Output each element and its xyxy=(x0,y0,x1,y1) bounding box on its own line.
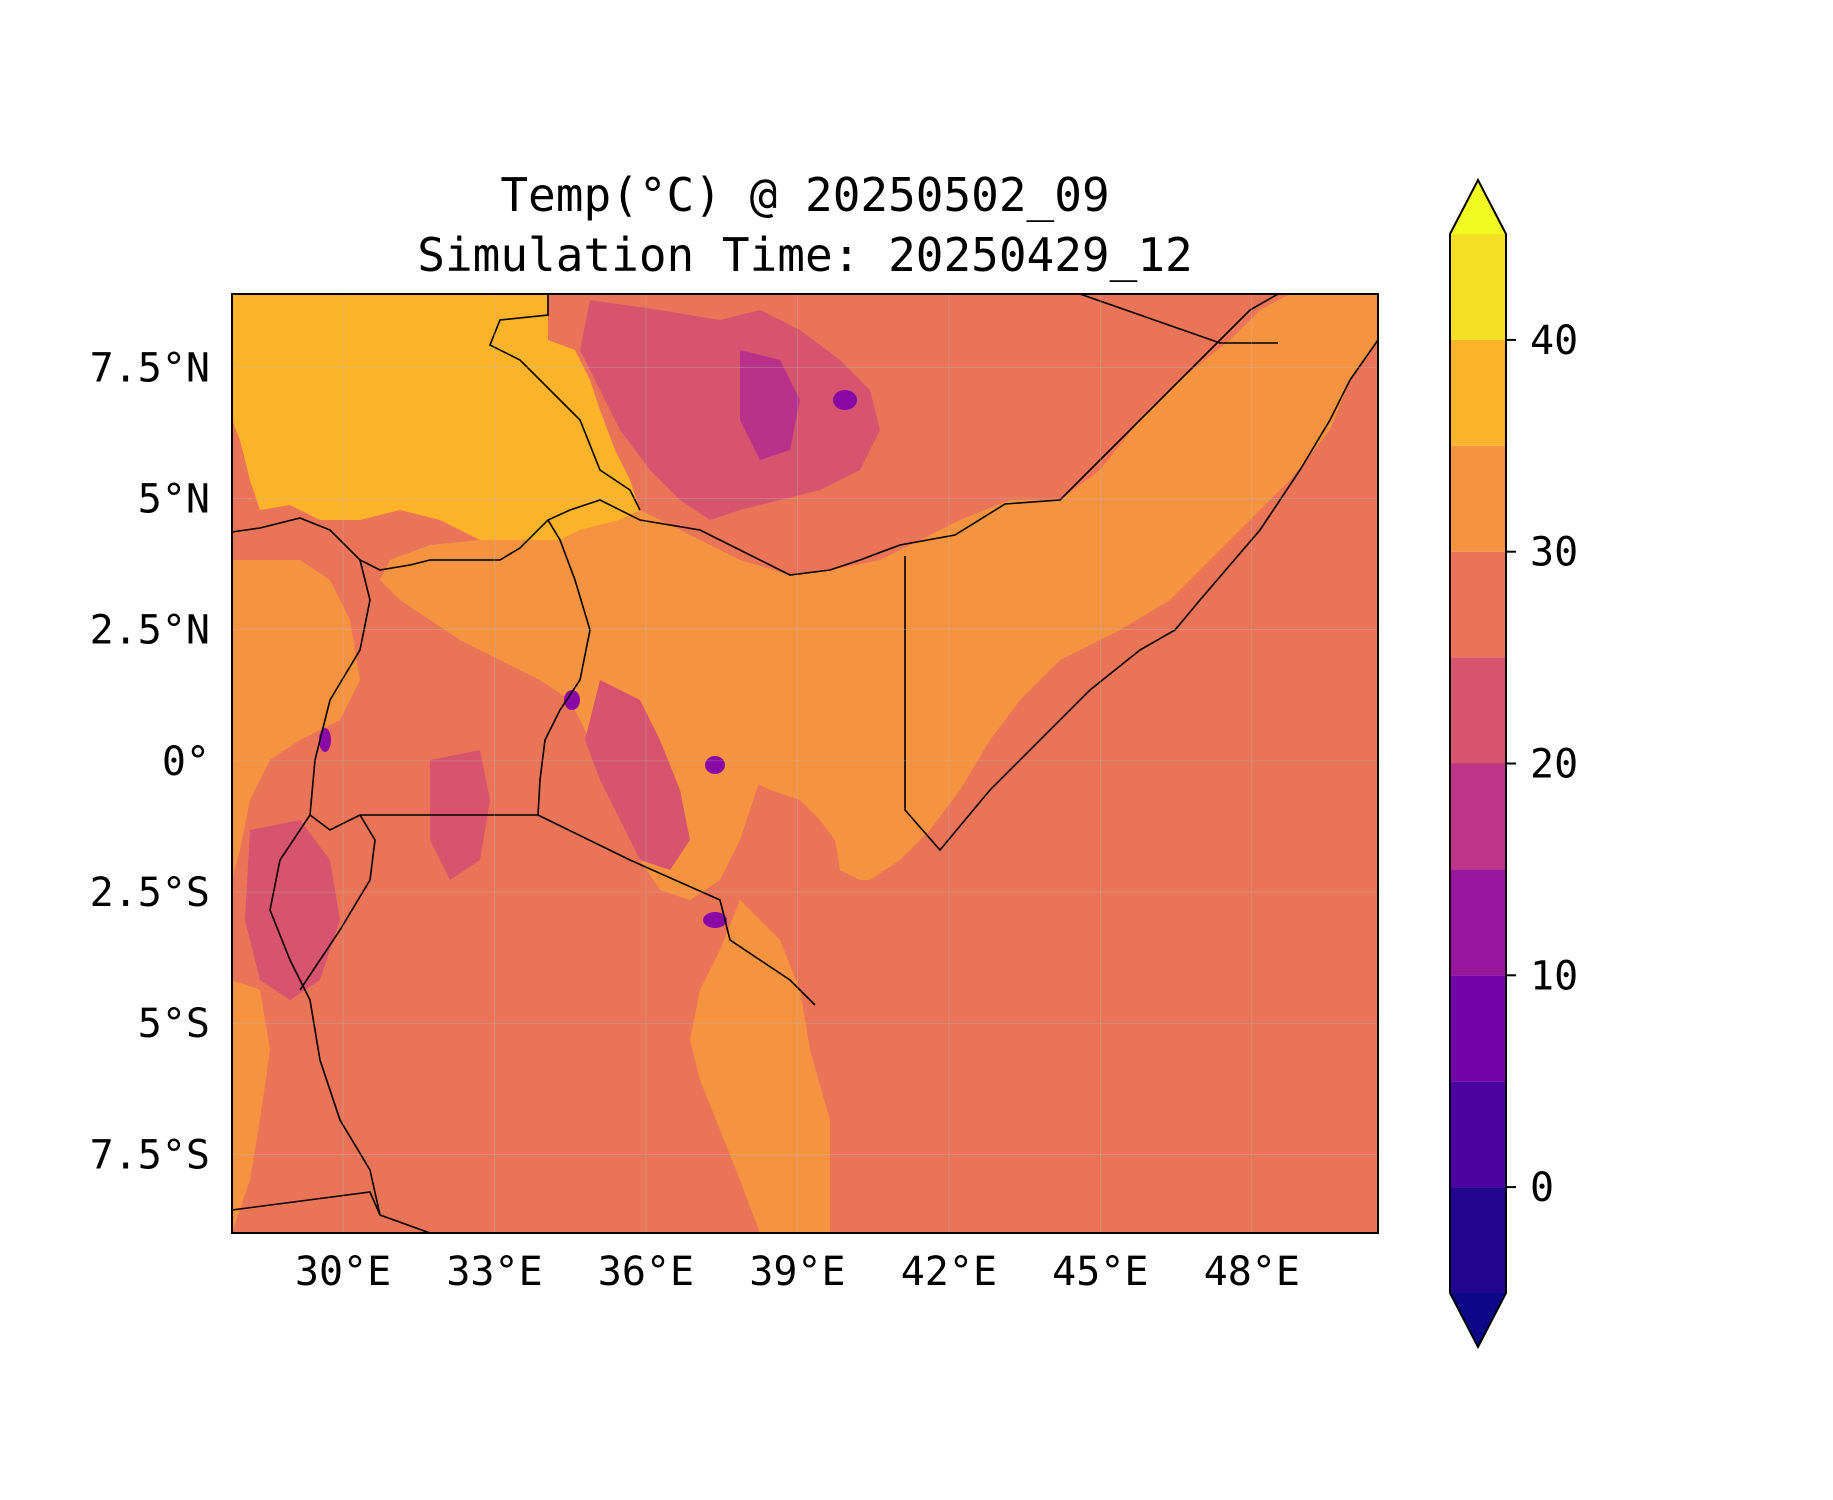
warm-zone-southwest xyxy=(232,980,270,1233)
x-tick-label: 48°E xyxy=(1204,1249,1300,1295)
colorbar-tick-label: 0 xyxy=(1530,1165,1554,1211)
y-tick-label: 7.5°N xyxy=(90,345,210,391)
y-tick-label: 2.5°S xyxy=(90,870,210,916)
y-axis: 7.5°N 5°N 2.5°N 0° 2.5°S 5°S 7.5°S xyxy=(90,345,210,1178)
colorbar-band xyxy=(1450,763,1506,870)
map-frame xyxy=(231,293,1379,1234)
colorbar-band xyxy=(1450,551,1506,658)
warm-zone-congo xyxy=(232,560,360,880)
y-tick-label: 7.5°S xyxy=(90,1132,210,1178)
cold-zone-ethiopia-peak xyxy=(740,350,800,460)
colorbar-tick-label: 30 xyxy=(1530,530,1578,576)
warm-zone-coast xyxy=(690,900,830,1233)
x-tick-label: 33°E xyxy=(446,1249,542,1295)
colorbar-band xyxy=(1450,869,1506,976)
map-gridlines xyxy=(232,294,1378,1233)
very-cold-peak-elgon xyxy=(564,690,580,710)
colorbar: 0 10 20 30 40 xyxy=(1449,177,1578,1350)
country-borders xyxy=(232,294,1378,1233)
colorbar-outline xyxy=(1449,177,1507,1350)
colorbar-band xyxy=(1450,445,1506,552)
cool-zone-ethiopia xyxy=(580,300,880,520)
very-cold-peak-1 xyxy=(833,390,857,410)
colorbar-tick-label: 10 xyxy=(1530,953,1578,999)
warm-zone-horn xyxy=(560,294,1378,880)
colorbar-band xyxy=(1450,1081,1506,1188)
x-tick-label: 42°E xyxy=(901,1249,997,1295)
hot-zone-north xyxy=(232,294,640,545)
y-tick-label: 2.5°N xyxy=(90,608,210,654)
y-tick-label: 0° xyxy=(162,739,210,785)
x-tick-label: 36°E xyxy=(598,1249,694,1295)
very-cold-peak-kenya xyxy=(705,756,725,774)
colorbar-band xyxy=(1450,339,1506,446)
colorbar-tick-label: 40 xyxy=(1530,318,1578,364)
cool-zone-great-lakes xyxy=(245,820,340,1000)
colorbar-band xyxy=(1450,975,1506,1082)
map-title: Temp(°C) @ 20250502_09 xyxy=(500,168,1110,222)
x-tick-label: 30°E xyxy=(295,1249,391,1295)
colorbar-extend-under xyxy=(1450,1293,1506,1347)
x-axis: 30°E 33°E 36°E 39°E 42°E 45°E 48°E xyxy=(295,1249,1300,1295)
y-tick-label: 5°S xyxy=(138,1001,210,1047)
colorbar-band xyxy=(1450,234,1506,340)
colorbar-tick-label: 20 xyxy=(1530,742,1578,788)
colorbar-extend-over xyxy=(1450,180,1506,234)
cool-zone-kenya-rift xyxy=(585,680,690,870)
map-subtitle: Simulation Time: 20250429_12 xyxy=(417,228,1193,282)
very-cold-peak-kilimanjaro xyxy=(703,912,727,928)
y-tick-label: 5°N xyxy=(138,477,210,523)
x-tick-label: 39°E xyxy=(749,1249,845,1295)
colorbar-band xyxy=(1450,657,1506,764)
x-tick-label: 45°E xyxy=(1052,1249,1148,1295)
colorbar-band xyxy=(1450,1187,1506,1293)
